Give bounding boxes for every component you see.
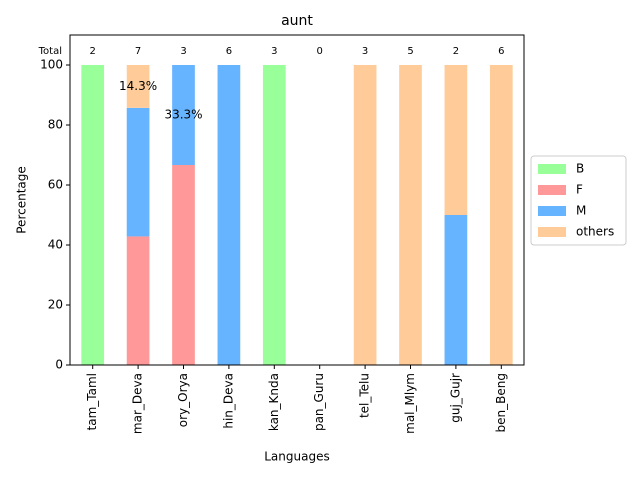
bar-segment: [81, 65, 105, 365]
y-tick-label: 80: [48, 118, 63, 132]
bar-segment: [444, 215, 468, 365]
legend-label: F: [576, 183, 583, 197]
bar-segment: [262, 65, 286, 365]
value-label: 33.3%: [164, 107, 202, 121]
y-axis-label: Percentage: [15, 166, 29, 234]
total-label: 3: [362, 46, 368, 57]
x-tick-label: mal_Mlym: [403, 373, 417, 434]
bar-segment: [172, 164, 195, 365]
bar-segment: [444, 65, 468, 215]
total-label: 3: [271, 46, 277, 57]
chart-title: aunt: [281, 13, 313, 29]
total-label: 6: [226, 46, 232, 57]
y-tick-label: 40: [48, 238, 63, 252]
y-tick-label: 100: [40, 58, 63, 72]
x-tick-label: mar_Deva: [131, 373, 145, 434]
legend-label: B: [576, 162, 584, 176]
totals-label: Total: [38, 46, 62, 57]
legend-swatch: [538, 227, 566, 237]
x-tick-label: guj_Gujr: [448, 373, 462, 423]
value-label: 14.3%: [119, 79, 157, 93]
y-tick-label: 0: [55, 358, 63, 372]
bar-segment: [217, 65, 241, 365]
bar-segment: [353, 65, 377, 365]
bar-segment: [126, 65, 150, 108]
bar-segment: [126, 236, 150, 365]
legend-swatch: [538, 206, 566, 216]
x-tick-label: pan_Guru: [312, 373, 326, 431]
bar-segment: [126, 107, 150, 237]
x-tick-label: hin_Deva: [221, 373, 235, 429]
legend-label: M: [576, 204, 586, 218]
bar-segment: [399, 65, 422, 365]
bar-segment: [489, 65, 513, 365]
legend-swatch: [538, 164, 566, 174]
legend-label: others: [576, 225, 614, 239]
x-tick-label: tam_Taml: [85, 373, 99, 430]
total-label: 7: [135, 46, 141, 57]
legend-frame: [530, 155, 627, 246]
x-tick-label: ory_Orya: [176, 373, 190, 427]
total-label: 6: [498, 46, 504, 57]
y-tick-label: 20: [48, 298, 63, 312]
x-tick-label: kan_Knda: [267, 373, 281, 431]
total-label: 5: [407, 46, 413, 57]
x-axis-label: Languages: [264, 450, 329, 464]
x-tick-label: tel_Telu: [358, 373, 372, 418]
total-label: 0: [317, 46, 323, 57]
total-label: 2: [453, 46, 459, 57]
x-tick-label: ben_Beng: [494, 373, 508, 432]
total-label: 3: [180, 46, 186, 57]
plot-frame: [69, 34, 525, 366]
y-tick-label: 60: [48, 178, 63, 192]
legend-swatch: [538, 185, 566, 195]
total-label: 2: [90, 46, 96, 57]
bar-segment: [172, 65, 195, 165]
